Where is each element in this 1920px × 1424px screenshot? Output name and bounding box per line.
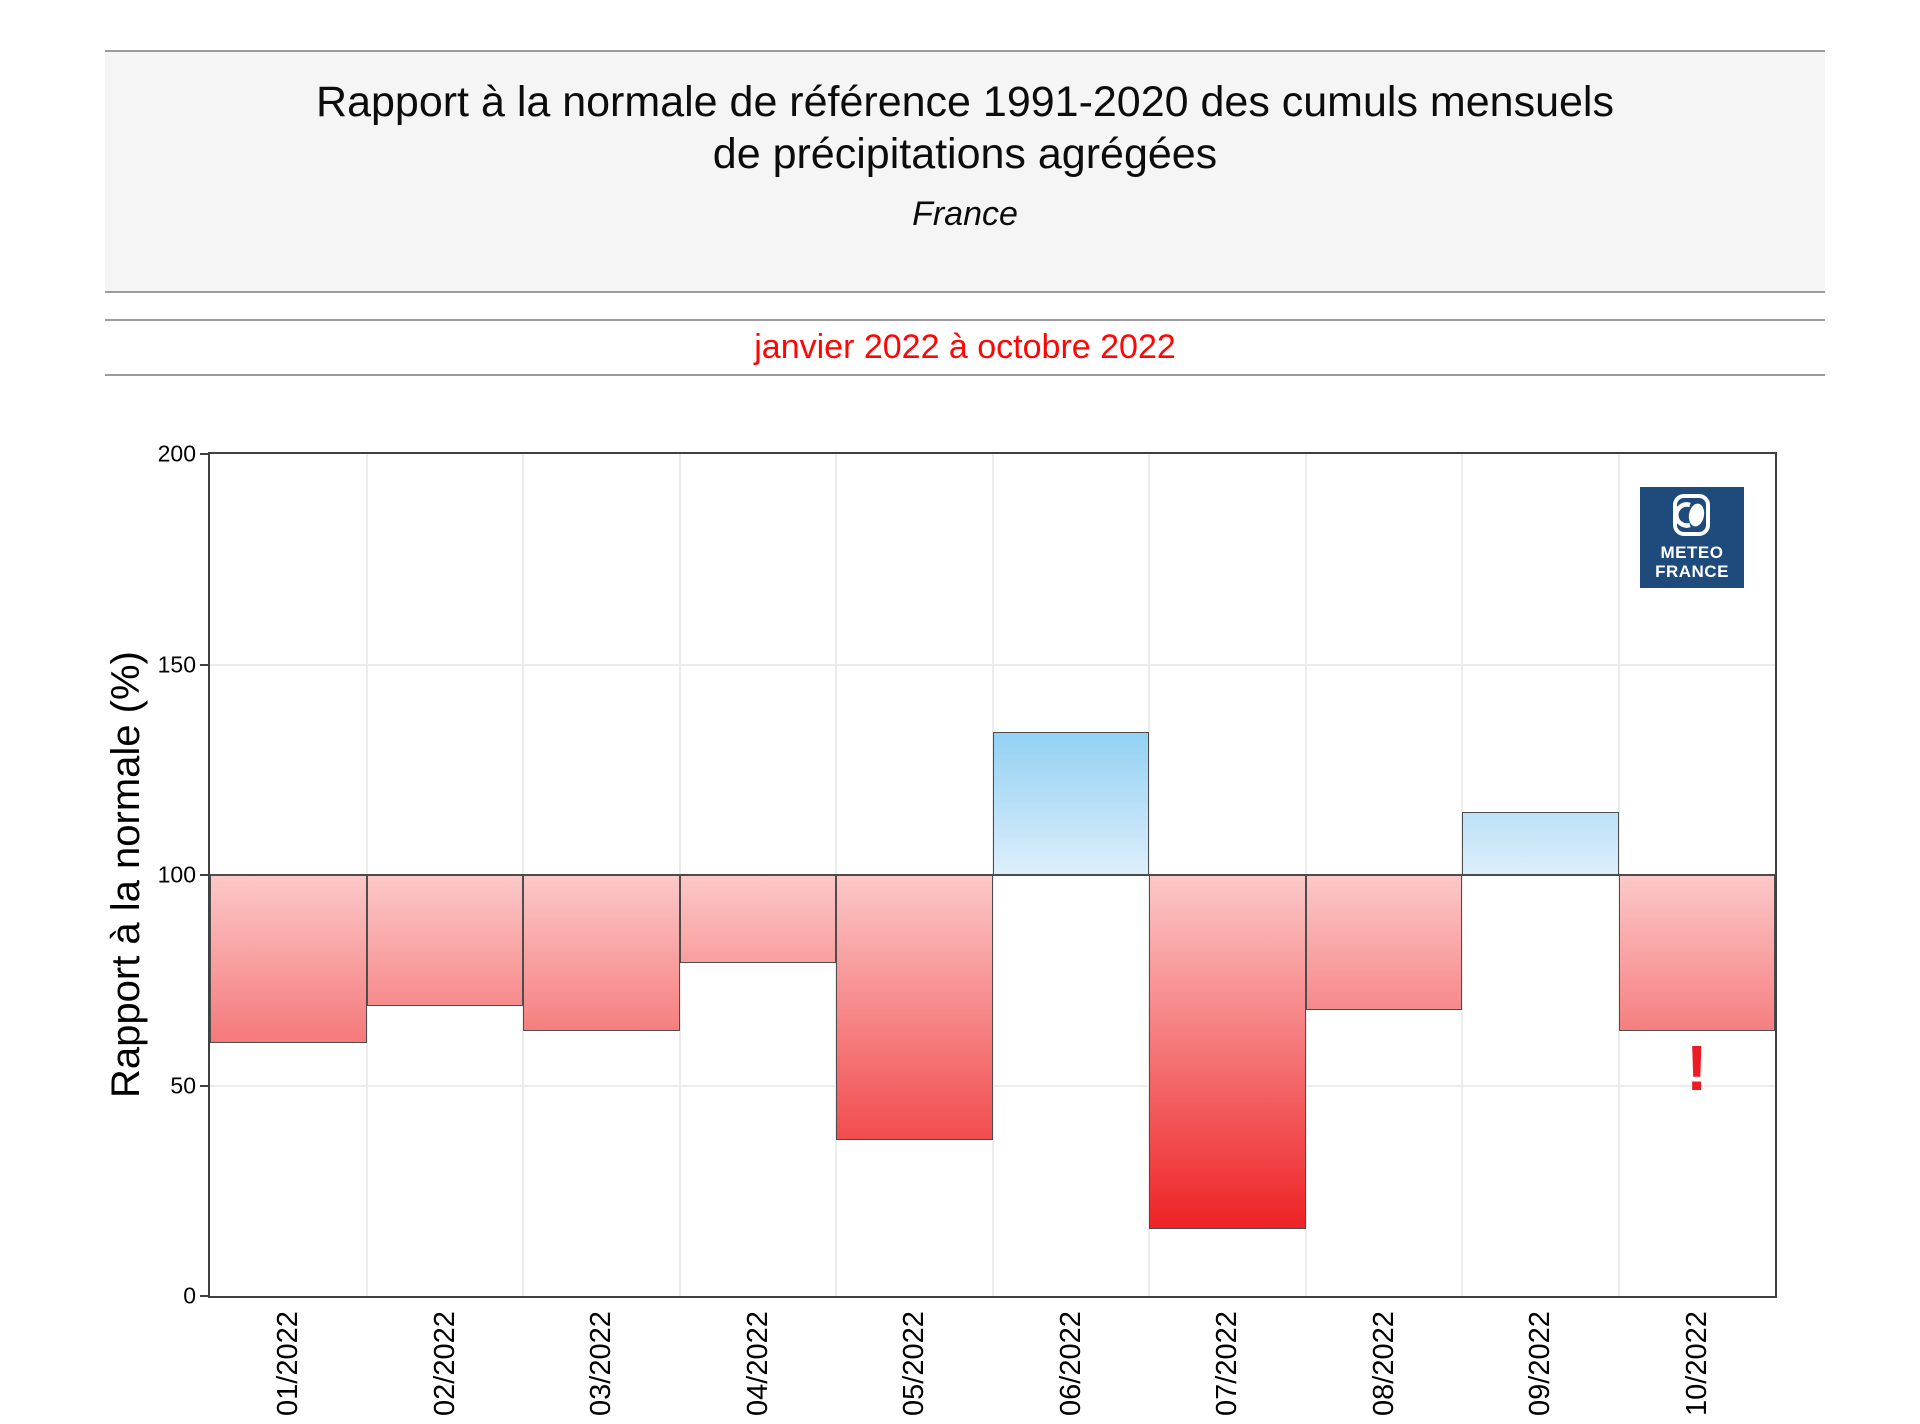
x-tick-label: 08/2022 bbox=[1367, 1311, 1400, 1416]
page-title-line2: de précipitations agrégées bbox=[712, 130, 1218, 178]
alert-exclamation: ! bbox=[1686, 1031, 1708, 1104]
y-tick bbox=[200, 874, 208, 876]
bar-08/2022 bbox=[1305, 875, 1462, 1010]
x-tick-label: 02/2022 bbox=[428, 1311, 461, 1416]
y-tick bbox=[200, 453, 208, 455]
page-title-line1: Rapport à la normale de référence 1991-2… bbox=[316, 78, 1614, 126]
meteo-france-icon bbox=[1673, 494, 1710, 536]
x-tick-label: 01/2022 bbox=[272, 1311, 305, 1416]
title-box: Rapport à la normale de référence 1991-2… bbox=[105, 50, 1825, 293]
x-tick-label: 10/2022 bbox=[1680, 1311, 1713, 1416]
meteo-france-logo: METEO FRANCE bbox=[1640, 487, 1744, 588]
y-tick-label: 150 bbox=[157, 651, 196, 677]
bar-01/2022 bbox=[210, 875, 367, 1044]
bar-05/2022 bbox=[836, 875, 993, 1141]
y-tick bbox=[200, 1084, 208, 1087]
y-tick bbox=[200, 663, 208, 666]
baseline-100pct bbox=[210, 874, 1775, 876]
logo-text-france: FRANCE bbox=[1655, 562, 1729, 581]
y-axis-title: Rapport à la normale (%) bbox=[104, 651, 148, 1098]
horizontal-gridline bbox=[210, 663, 1775, 666]
y-tick-label: 0 bbox=[183, 1282, 196, 1309]
bar-06/2022 bbox=[992, 731, 1149, 875]
x-tick-label: 03/2022 bbox=[585, 1311, 618, 1416]
period-band: janvier 2022 à octobre 2022 bbox=[105, 319, 1825, 376]
x-tick-label: 04/2022 bbox=[741, 1311, 774, 1416]
region-label: France bbox=[912, 195, 1018, 233]
y-tick-label: 100 bbox=[157, 861, 196, 888]
bar-02/2022 bbox=[366, 875, 523, 1006]
bar-09/2022 bbox=[1462, 811, 1619, 875]
y-tick-label: 50 bbox=[170, 1072, 196, 1098]
y-tick bbox=[200, 1295, 208, 1297]
bar-03/2022 bbox=[523, 875, 680, 1031]
period-label: janvier 2022 à octobre 2022 bbox=[754, 328, 1176, 366]
x-tick-label: 09/2022 bbox=[1524, 1311, 1557, 1416]
bar-07/2022 bbox=[1149, 875, 1306, 1229]
logo-text-meteo: METEO bbox=[1660, 543, 1724, 562]
x-tick-label: 06/2022 bbox=[1054, 1311, 1087, 1416]
x-tick-label: 07/2022 bbox=[1211, 1311, 1244, 1416]
horizontal-gridline bbox=[210, 1084, 1775, 1087]
x-tick-label: 05/2022 bbox=[898, 1311, 931, 1416]
bar-10/2022 bbox=[1618, 875, 1775, 1031]
bar-04/2022 bbox=[679, 875, 836, 964]
y-tick-label: 200 bbox=[157, 440, 196, 467]
plot-area: 0 50 100 150 200 01/2022 02/2022 03/2022 04/2022… bbox=[158, 441, 1777, 1416]
